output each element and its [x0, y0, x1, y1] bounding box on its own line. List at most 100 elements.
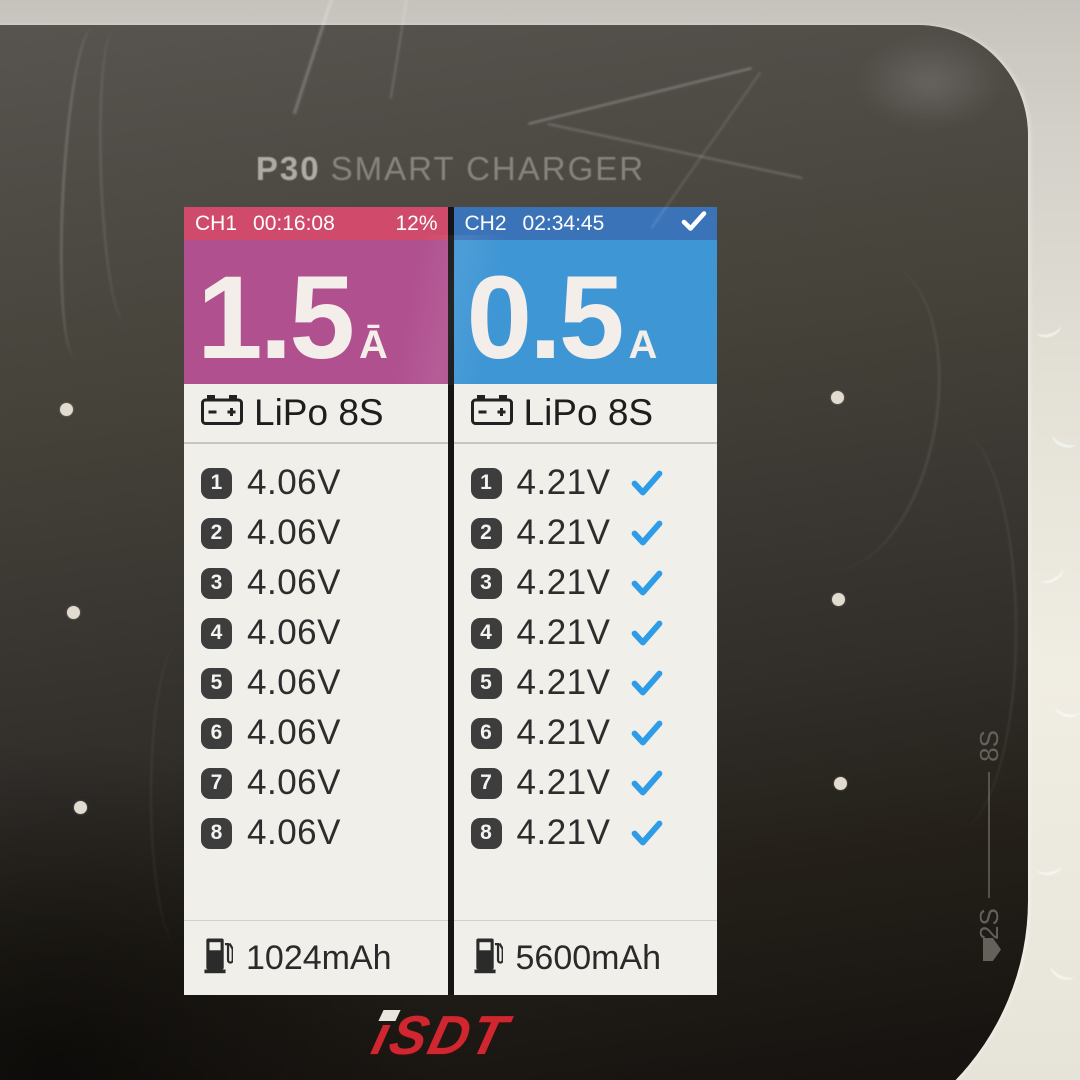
current-value: 1.5 [197, 252, 355, 384]
battery-type-row: LiPo 8S [453, 384, 717, 444]
cell-voltage-value: 4.21V [516, 813, 611, 852]
plastic-wrap-highlight [1053, 697, 1080, 720]
cell-done-check-icon [631, 720, 663, 746]
alignment-dot [74, 801, 87, 814]
cell-voltage-row: 6 4.21V [470, 708, 718, 758]
device-model-title: P30 SMART CHARGER [184, 150, 717, 188]
cell-number-badge: 8 [201, 817, 232, 849]
cell-number-badge: 2 [470, 517, 502, 549]
channel-header: CH1 00:16:08 12% [184, 207, 448, 240]
cell-voltage-value: 4.21V [516, 613, 611, 652]
cell-number-badge: 7 [201, 767, 232, 799]
alignment-dot [832, 593, 845, 606]
cell-voltage-list: 1 4.21V 2 4.21V 3 4.21V 4 4.21V 5 4.21V [454, 444, 718, 908]
cell-voltage-row: 3 4.21V [470, 558, 718, 608]
header-complete-check-icon [681, 210, 707, 238]
capacity-value: 1024mAh [246, 938, 392, 977]
cell-voltage-value: 4.21V [516, 463, 611, 502]
cell-number-badge: 4 [470, 617, 502, 649]
cell-voltage-row: 7 4.06V [201, 758, 448, 808]
model-subtitle-label: SMART CHARGER [330, 150, 646, 187]
cell-voltage-value: 4.21V [516, 513, 611, 552]
cell-voltage-value: 4.21V [516, 713, 611, 752]
marking-max-label: 8S [973, 730, 1004, 762]
channel-id-label: CH1 [195, 211, 238, 235]
current-panel: 1.5 Ā [184, 240, 448, 384]
battery-type-label: LiPo 8S [523, 392, 654, 433]
brand-logo: ıSDT [366, 1004, 544, 1066]
battery-icon [199, 391, 245, 436]
cell-voltage-row: 2 4.21V [470, 508, 718, 558]
cell-voltage-row: 5 4.21V [470, 658, 718, 708]
current-value: 0.5 [466, 252, 625, 384]
channel-time: 02:34:45 [522, 211, 605, 235]
cell-number-badge: 1 [201, 467, 232, 499]
cell-voltage-value: 4.06V [247, 713, 341, 752]
cell-number-badge: 3 [201, 567, 232, 599]
cell-voltage-row: 1 4.06V [201, 458, 448, 508]
cell-voltage-value: 4.06V [247, 513, 341, 552]
cell-count-range-marking: 2S 8S [969, 730, 1009, 940]
cell-voltage-row: 8 4.06V [201, 808, 448, 858]
alignment-dot [67, 606, 80, 619]
cell-done-check-icon [631, 770, 663, 796]
channel-header: CH2 02:34:45 [453, 207, 717, 240]
cell-voltage-row: 2 4.06V [201, 508, 448, 558]
cell-done-check-icon [631, 470, 663, 496]
cell-number-badge: 7 [470, 767, 502, 799]
cell-voltage-value: 4.06V [247, 813, 341, 852]
current-readout: 0.5 A [467, 259, 658, 377]
cell-voltage-value: 4.06V [247, 763, 341, 802]
port-arrow-marker [983, 938, 1001, 961]
current-unit: Ā [359, 323, 388, 367]
current-unit: A [628, 323, 658, 367]
cell-voltage-value: 4.06V [247, 463, 341, 502]
channel-1-panel: CH1 00:16:08 12% 1.5 Ā LiPo 8S 1 [184, 207, 448, 995]
alignment-dot [834, 777, 847, 790]
capacity-row: 5600mAh [453, 920, 717, 995]
plastic-wrap-highlight [1047, 957, 1079, 984]
plastic-wrap-highlight [1035, 559, 1067, 588]
plastic-wrap-highlight [1033, 316, 1063, 341]
fuel-pump-icon [202, 934, 234, 983]
channel-id-label: CH2 [464, 211, 507, 235]
cell-number-badge: 5 [470, 667, 502, 699]
cell-voltage-row: 8 4.21V [470, 808, 718, 858]
channel-time: 00:16:08 [253, 211, 335, 235]
alignment-dot [831, 391, 844, 404]
marking-min-label: 2S [973, 908, 1004, 940]
marking-line [988, 771, 990, 899]
charger-display: CH1 00:16:08 12% 1.5 Ā LiPo 8S 1 [184, 207, 717, 995]
battery-icon [469, 391, 515, 436]
cell-number-badge: 6 [201, 717, 232, 749]
cell-number-badge: 4 [201, 617, 232, 649]
plastic-wrap-highlight [1034, 855, 1064, 878]
cell-voltage-row: 6 4.06V [201, 708, 448, 758]
capacity-row: 1024mAh [184, 920, 448, 995]
cell-number-badge: 3 [470, 567, 502, 599]
current-panel: 0.5 A [453, 240, 717, 384]
plastic-wrap-highlight [1049, 426, 1080, 451]
cell-done-check-icon [631, 570, 663, 596]
cell-voltage-row: 1 4.21V [470, 458, 718, 508]
cell-voltage-row: 7 4.21V [470, 758, 718, 808]
cell-voltage-row: 4 4.06V [201, 608, 448, 658]
battery-type-label: LiPo 8S [254, 392, 384, 433]
channel-2-panel: CH2 02:34:45 0.5 A LiPo 8S 1 [453, 207, 718, 995]
cell-number-badge: 6 [470, 717, 502, 749]
cell-number-badge: 8 [470, 817, 502, 849]
cell-number-badge: 2 [201, 517, 232, 549]
capacity-value: 5600mAh [515, 938, 662, 977]
screen-column-divider [447, 207, 454, 995]
alignment-dot [60, 403, 73, 416]
cell-done-check-icon [631, 820, 663, 846]
header-progress: 12% [395, 211, 438, 235]
battery-type-row: LiPo 8S [184, 384, 448, 444]
current-readout: 1.5 Ā [197, 259, 388, 377]
cell-voltage-row: 3 4.06V [201, 558, 448, 608]
cell-voltage-list: 1 4.06V 2 4.06V 3 4.06V 4 4.06V 5 4.06V [184, 444, 448, 908]
cell-voltage-value: 4.06V [247, 613, 341, 652]
cell-number-badge: 1 [470, 467, 502, 499]
cell-voltage-value: 4.21V [516, 663, 611, 702]
